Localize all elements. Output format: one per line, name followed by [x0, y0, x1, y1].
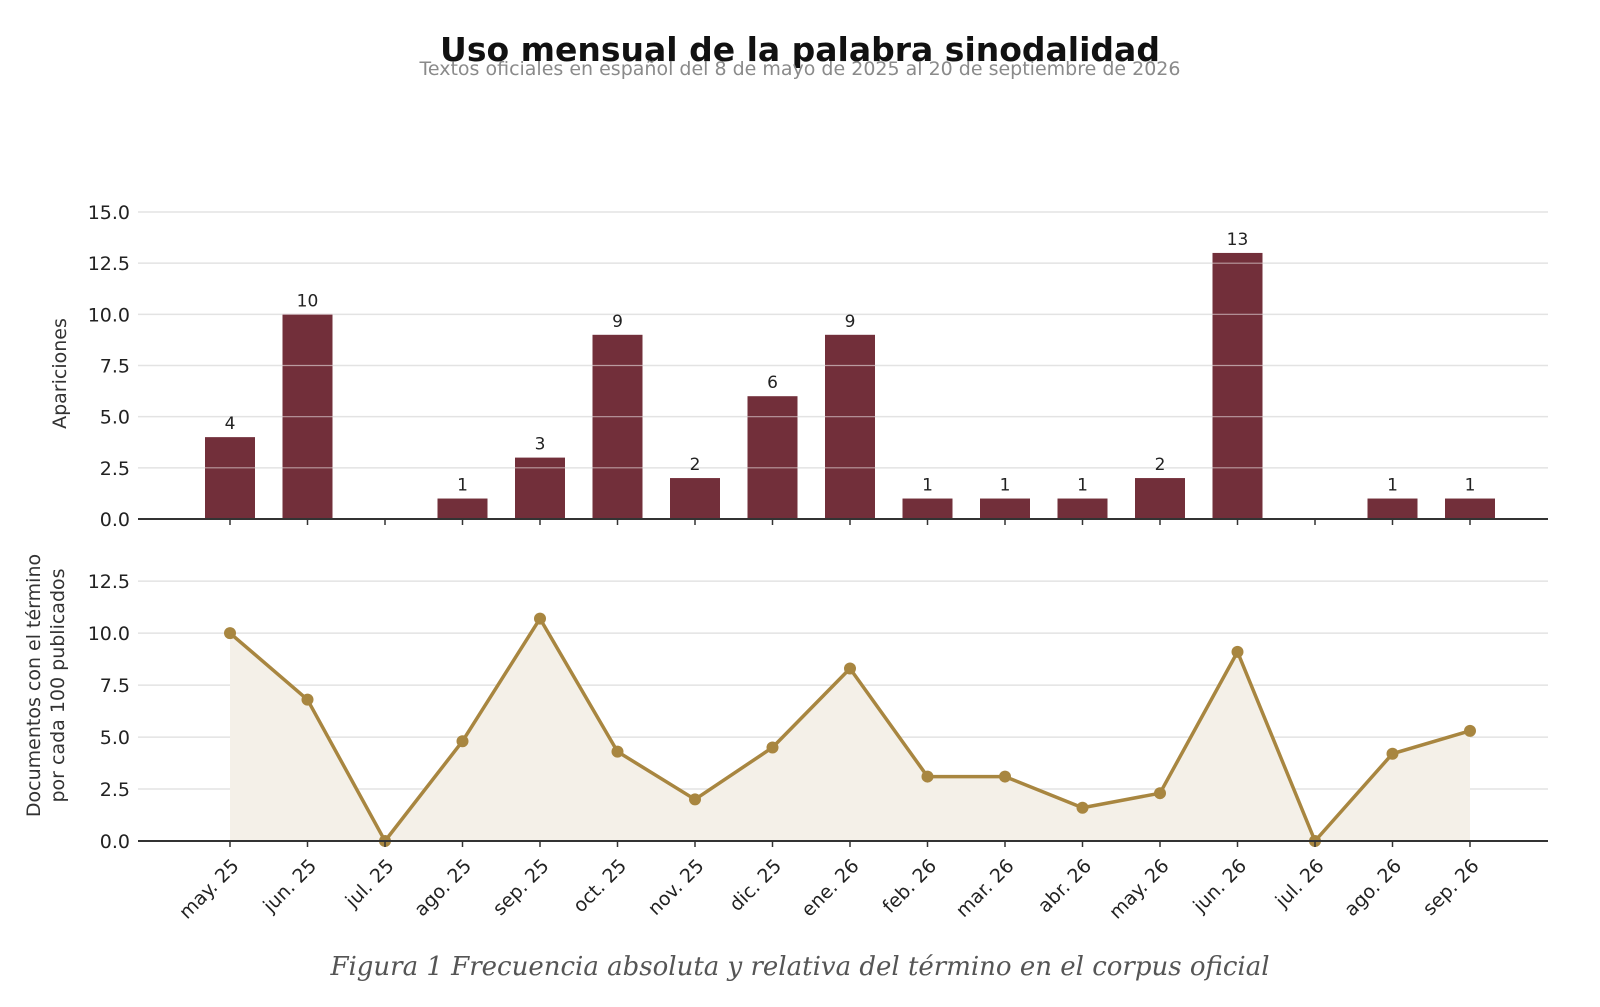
- bar-data-label: 4: [225, 414, 236, 434]
- line-point: [224, 627, 236, 640]
- x-tick-label: abr. 26: [1034, 855, 1096, 917]
- line-point: [766, 741, 779, 754]
- line-point: [999, 770, 1011, 783]
- line-point: [456, 735, 469, 748]
- bar: [1135, 478, 1185, 519]
- x-tick-label: feb. 26: [878, 855, 941, 918]
- x-tick-label: sep. 26: [1419, 855, 1484, 920]
- x-tick-label: nov. 25: [644, 855, 709, 920]
- line-point: [301, 693, 314, 706]
- x-tick-label: jun. 26: [1188, 855, 1251, 918]
- line-point: [1464, 724, 1476, 737]
- line-point: [1386, 747, 1399, 760]
- bar-data-label: 1: [1077, 476, 1088, 496]
- bar: [437, 498, 488, 519]
- bar: [205, 437, 255, 519]
- bar-data-label: 9: [612, 312, 623, 332]
- line-point: [689, 793, 701, 806]
- bar: [1445, 498, 1495, 519]
- line-y-tick-label: 2.5: [100, 779, 130, 801]
- x-axis-labels: may. 25 jun. 25 jul. 25 ago. 25 sep. 25 oct. …: [175, 855, 1484, 924]
- line-point: [611, 745, 624, 758]
- x-tick-label: may. 26: [1105, 855, 1174, 924]
- bar-data-label: 1: [1387, 476, 1398, 496]
- bar-y-tick-label: 10.0: [88, 304, 130, 326]
- bar-data-label: 10: [297, 291, 319, 311]
- bar-data-label: 2: [1155, 455, 1166, 475]
- bar-y-tick-label: 2.5: [100, 458, 130, 480]
- bar-data-label: 1: [1000, 476, 1011, 496]
- bar-data-label: 1: [1465, 476, 1476, 496]
- bar: [1367, 498, 1418, 519]
- line-point: [921, 770, 934, 783]
- bar-data-label: 3: [535, 435, 546, 455]
- x-tick-label: oct. 25: [569, 855, 631, 917]
- x-tick-label: jun. 25: [258, 855, 321, 918]
- bar-data-label: 1: [922, 476, 933, 496]
- bar: [515, 457, 565, 519]
- line-point: [1231, 645, 1244, 658]
- line-y-axis-title-2: por cada 100 publicados: [47, 568, 69, 802]
- chart-title: Uso mensual de la palabra sinodalidad: [440, 30, 1160, 69]
- bar: [1057, 498, 1108, 519]
- chart-subtitle: Textos oficiales en español del 8 de may…: [419, 58, 1181, 80]
- figure-caption: Figura 1 Frecuencia absoluta y relativa …: [330, 952, 1270, 982]
- x-tick-label: sep. 25: [489, 855, 554, 920]
- bar-data-label: 9: [845, 312, 856, 332]
- bar-y-tick-label: 12.5: [88, 253, 130, 275]
- bar-y-tick-label: 0.0: [100, 509, 130, 531]
- line-y-tick-label: 5.0: [100, 727, 130, 749]
- bar: [825, 334, 875, 519]
- x-tick-label: mar. 26: [952, 855, 1019, 922]
- x-tick-label: ago. 26: [1340, 855, 1406, 921]
- x-tick-label: may. 25: [175, 855, 244, 924]
- x-tick-label: jul. 25: [341, 855, 399, 913]
- line-y-tick-label: 7.5: [100, 675, 130, 697]
- bar: [670, 478, 720, 519]
- bar: [1212, 252, 1263, 519]
- line-y-tick-label: 12.5: [88, 571, 130, 593]
- line-y-tick-label: 10.0: [88, 623, 130, 645]
- bar: [592, 334, 643, 519]
- bar-y-axis-title: Apariciones: [49, 318, 71, 429]
- line-y-axis-title-1: Documentos con el término: [23, 554, 45, 817]
- bar: [747, 396, 798, 519]
- bar-data-label: 13: [1227, 230, 1249, 250]
- bar: [902, 498, 953, 519]
- line-point: [1076, 801, 1089, 814]
- line-panel: 0.0 2.5 5.0 7.5 10.0 12.5 Documentos con el té…: [23, 554, 1548, 853]
- line-point: [844, 662, 856, 675]
- bar-data-label: 6: [767, 373, 778, 393]
- line-point: [1154, 787, 1166, 800]
- x-tick-label: ene. 26: [797, 855, 863, 921]
- bar-y-tick-label: 7.5: [100, 356, 130, 378]
- bar: [980, 498, 1030, 519]
- line-point: [534, 612, 546, 625]
- bar-data-label: 1: [457, 476, 468, 496]
- line-area-fill: [230, 618, 1470, 841]
- x-tick-label: jul. 26: [1271, 855, 1329, 913]
- bar-y-tick-label: 5.0: [100, 407, 130, 429]
- line-y-tick-label: 0.0: [100, 831, 130, 853]
- bar-data-label: 2: [690, 455, 701, 475]
- x-tick-label: dic. 25: [725, 855, 786, 916]
- x-tick-label: ago. 25: [410, 855, 476, 921]
- bar-y-tick-label: 15.0: [88, 202, 130, 224]
